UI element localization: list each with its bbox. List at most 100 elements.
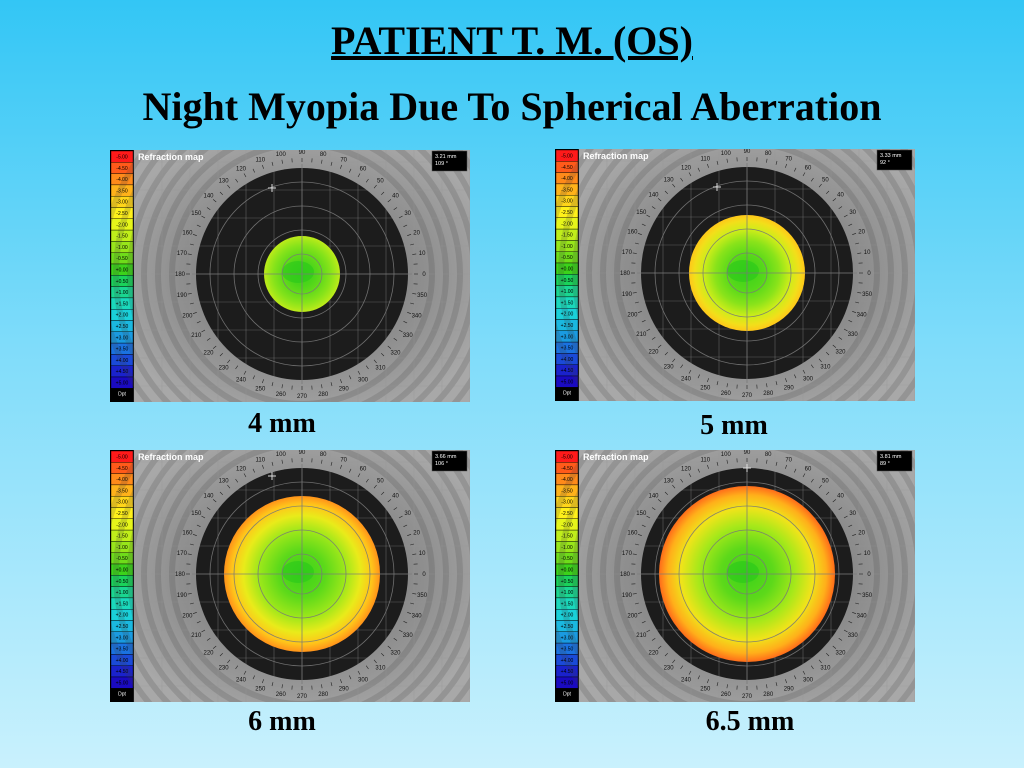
degree-label: 210 <box>191 333 202 339</box>
scale-label: -3.50 <box>116 488 128 494</box>
degree-label: 210 <box>636 332 647 338</box>
degree-label: 270 <box>297 694 308 700</box>
degree-label: 40 <box>392 194 399 200</box>
degree-label: 70 <box>785 457 792 463</box>
degree-label: 220 <box>648 349 659 355</box>
degree-label: 170 <box>177 551 188 557</box>
scale-label: +4.00 <box>561 357 574 363</box>
scale-label: +1.50 <box>116 601 129 607</box>
scale-label: +3.50 <box>116 347 129 353</box>
scale-label: +3.50 <box>116 647 129 653</box>
refraction-map-svg: -5.00 -4.50 -4.00 -3.50 -3.00 -2.50 -2.00 -1.50… <box>110 450 470 702</box>
degree-label: 50 <box>822 178 829 184</box>
scale-label: +1.00 <box>561 590 574 596</box>
slide-title: PATIENT T. M. (OS) <box>331 18 693 63</box>
degree-label: 10 <box>419 551 426 557</box>
degree-label: 340 <box>857 313 868 319</box>
degree-label: 90 <box>299 450 306 456</box>
scale-label: +4.00 <box>116 658 129 664</box>
degree-label: 190 <box>622 593 633 599</box>
degree-label: 320 <box>835 349 846 355</box>
degree-label: 200 <box>182 614 193 620</box>
degree-label: 310 <box>375 666 386 672</box>
degree-label: 150 <box>191 211 202 217</box>
scale-label: +3.50 <box>561 346 574 352</box>
scale-label: -1.00 <box>561 244 573 250</box>
degree-label: 140 <box>203 494 214 500</box>
degree-label: 200 <box>627 313 638 319</box>
slide-subtitle: Night Myopia Due To Spherical Aberration <box>142 84 882 129</box>
degree-label: 60 <box>805 165 812 171</box>
scale-label: -3.50 <box>561 187 573 193</box>
scale-label: +2.50 <box>561 624 574 630</box>
degree-label: 210 <box>191 633 202 639</box>
degree-label: 290 <box>784 687 795 693</box>
degree-label: 100 <box>276 152 287 158</box>
scale-label: -1.00 <box>561 545 573 551</box>
map-header: Refraction map <box>138 152 204 162</box>
degree-label: 180 <box>620 271 631 277</box>
scale-swatch <box>555 676 579 689</box>
scale-label: -5.00 <box>561 154 573 160</box>
degree-label: 240 <box>681 377 692 383</box>
scale-label: -2.50 <box>116 211 128 217</box>
degree-label: 80 <box>765 452 772 458</box>
degree-label: 10 <box>419 251 426 257</box>
scale-label: -2.50 <box>561 511 573 517</box>
degree-label: 30 <box>404 511 411 517</box>
axis-degree-scale: 90 80706050403020100350340330320310300290… <box>175 150 428 400</box>
scale-label: +5.00 <box>561 380 574 386</box>
degree-label: 150 <box>636 511 647 517</box>
degree-label: 230 <box>219 666 230 672</box>
crosshair-marker <box>268 472 276 480</box>
refraction-map-svg: -5.00 -4.50 -4.00 -3.50 -3.00 -2.50 -2.00 -1.50… <box>555 450 915 702</box>
degree-label: 250 <box>700 687 711 693</box>
map-header: Refraction map <box>583 151 649 161</box>
axis-degree-scale: 90 80706050403020100350340330320310300290… <box>175 450 428 700</box>
refraction-map-panel-6mm: -5.00 -4.50 -4.00 -3.50 -3.00 -2.50 -2.00 -1.50… <box>110 450 470 702</box>
scale-label: -5.00 <box>116 455 128 461</box>
degree-label: 350 <box>862 593 873 599</box>
degree-label: 260 <box>276 692 287 698</box>
eye-image: 90 80706050403020100350340330320310300290… <box>110 150 470 402</box>
scale-label: -1.00 <box>116 545 128 551</box>
degree-label: 180 <box>175 272 186 278</box>
degree-label: 230 <box>664 666 675 672</box>
degree-label: 220 <box>203 350 214 356</box>
degree-label: 220 <box>203 650 214 656</box>
degree-label: 130 <box>664 178 675 184</box>
scale-label: -3.50 <box>561 488 573 494</box>
scale-unit: Dpt <box>118 691 126 697</box>
degree-label: 250 <box>700 386 711 392</box>
degree-label: 340 <box>412 614 423 620</box>
scale-label: -4.00 <box>116 477 128 483</box>
info-diameter: 3.33 mm <box>880 153 902 159</box>
scale-label: +0.00 <box>116 568 129 574</box>
scale-label: +0.00 <box>561 267 574 273</box>
degree-label: 130 <box>219 179 230 185</box>
scale-label: -3.00 <box>116 200 128 206</box>
scale-label: +0.50 <box>116 279 129 285</box>
degree-label: 110 <box>256 157 266 163</box>
scale-swatch <box>555 375 579 388</box>
degree-label: 0 <box>422 572 426 578</box>
degree-label: 100 <box>721 151 732 157</box>
scale-label: +5.00 <box>116 681 129 687</box>
degree-label: 190 <box>177 593 188 599</box>
degree-label: 120 <box>236 466 247 472</box>
scale-label: -2.00 <box>561 221 573 227</box>
degree-label: 240 <box>236 378 247 384</box>
degree-label: 340 <box>412 314 423 320</box>
scale-label: +0.50 <box>561 278 574 284</box>
scale-label: +1.00 <box>561 289 574 295</box>
degree-label: 20 <box>413 230 420 236</box>
degree-label: 140 <box>203 194 214 200</box>
scale-label: -1.50 <box>561 233 573 239</box>
refraction-map-svg: -5.00 -4.50 -4.00 -3.50 -3.00 -2.50 -2.00 -1.50… <box>110 150 470 402</box>
scale-label: +4.50 <box>561 669 574 675</box>
degree-label: 250 <box>255 687 266 693</box>
degree-label: 350 <box>417 593 428 599</box>
